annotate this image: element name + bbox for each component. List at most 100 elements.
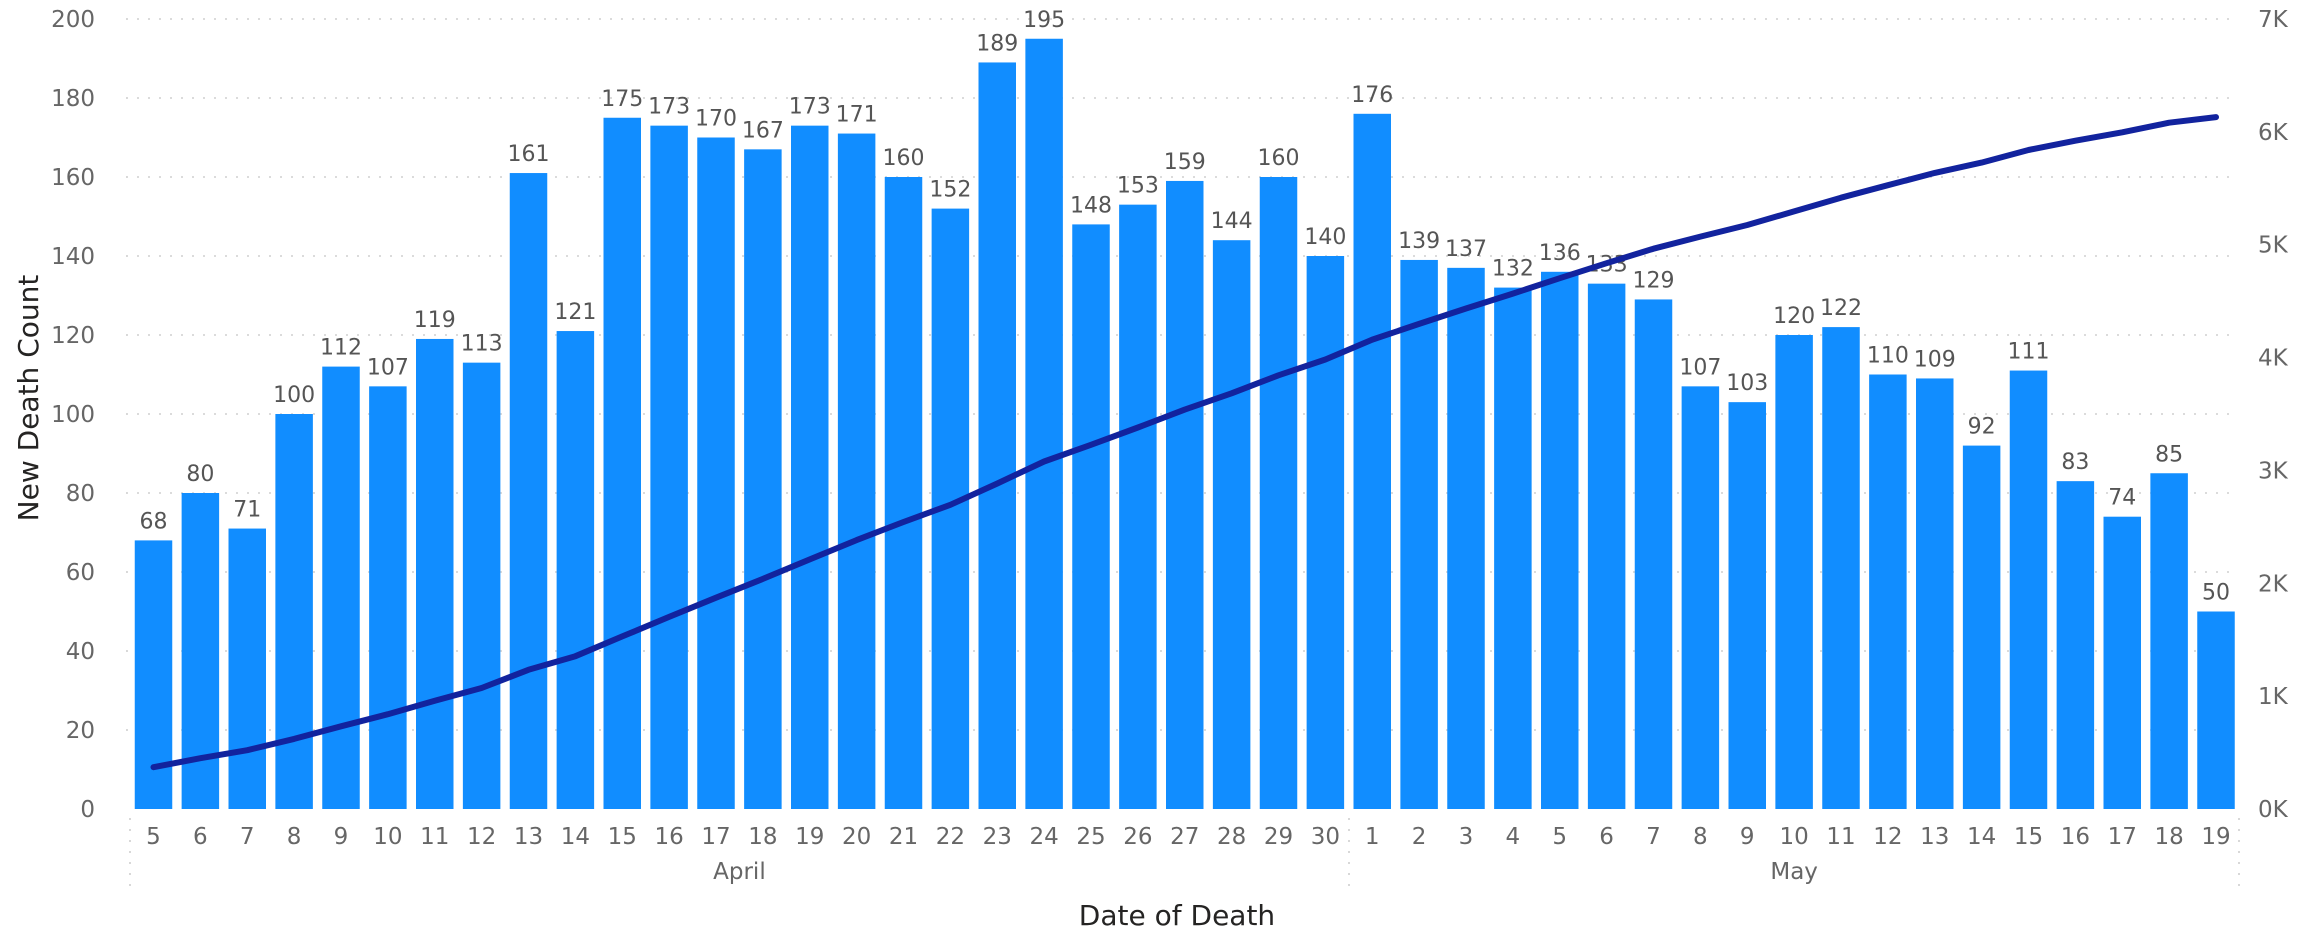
bar <box>650 125 688 809</box>
month-label: May <box>1770 859 1818 885</box>
data-label: 110 <box>1867 344 1909 369</box>
data-label: 119 <box>414 308 456 333</box>
bar <box>1166 180 1204 809</box>
bar <box>369 386 407 809</box>
bar <box>1212 240 1251 809</box>
data-label: 153 <box>1117 174 1159 199</box>
data-label: 80 <box>186 462 214 487</box>
bar <box>2056 481 2095 809</box>
x-tick-label: 9 <box>334 824 349 850</box>
bar <box>1587 283 1626 809</box>
data-label: 120 <box>1773 304 1815 329</box>
x-tick-label: 5 <box>1552 824 1567 850</box>
data-label: 173 <box>789 95 831 120</box>
data-label: 195 <box>1023 8 1065 33</box>
data-label: 160 <box>883 146 925 171</box>
bar <box>322 366 360 809</box>
data-label: 107 <box>1679 355 1721 380</box>
bar <box>1494 287 1532 810</box>
x-tick-label: 17 <box>2108 824 2137 850</box>
bar <box>2103 516 2141 809</box>
bar <box>1447 267 1485 810</box>
x-axis: 5 6 7 8 9 10 11 12 13 14 15 16 17 18 19 20 21 22 23 24 25 26 2… <box>146 824 2230 850</box>
data-label: 159 <box>1164 150 1206 175</box>
data-label: 139 <box>1398 229 1440 254</box>
x-tick-label: 5 <box>146 824 161 850</box>
bar <box>1962 445 2001 809</box>
y-tick-label: 200 <box>51 7 95 33</box>
bar <box>744 149 782 810</box>
data-label: 140 <box>1304 225 1346 250</box>
y2-tick-label: 5K <box>2258 233 2289 259</box>
x-tick-label: 10 <box>1779 824 1808 850</box>
x-tick-label: 4 <box>1506 824 1521 850</box>
x-axis-title: Date of Death <box>1079 899 1275 930</box>
bar <box>1822 327 1860 809</box>
data-label: 137 <box>1445 237 1487 262</box>
x-tick-label: 8 <box>287 824 302 850</box>
x-tick-label: 30 <box>1311 824 1340 850</box>
y-tick-label: 100 <box>51 402 95 428</box>
data-label: 132 <box>1492 257 1534 282</box>
bar <box>603 117 641 809</box>
y-tick-label: 80 <box>66 481 95 507</box>
x-tick-label: 16 <box>654 824 683 850</box>
y2-tick-label: 1K <box>2258 684 2289 710</box>
data-label: 68 <box>140 509 168 534</box>
bar <box>1400 259 1438 809</box>
x-tick-label: 16 <box>2061 824 2090 850</box>
bar <box>697 137 735 809</box>
x-tick-label: 20 <box>842 824 871 850</box>
x-tick-label: 14 <box>1967 824 1996 850</box>
bar <box>1541 271 1579 809</box>
y2-tick-label: 7K <box>2258 7 2289 33</box>
x-tick-label: 6 <box>193 824 208 850</box>
data-label: 160 <box>1258 146 1300 171</box>
bar <box>1916 378 1954 809</box>
data-label: 103 <box>1726 371 1768 396</box>
data-label: 148 <box>1070 193 1112 218</box>
bar <box>2009 370 2048 809</box>
y-tick-label: 180 <box>51 86 95 112</box>
x-tick-label: 11 <box>1826 824 1855 850</box>
bar-series <box>134 38 2235 810</box>
bar <box>1634 299 1673 809</box>
month-label: April <box>713 859 766 885</box>
x-tick-label: 28 <box>1217 824 1246 850</box>
bar <box>1119 204 1157 809</box>
data-label: 74 <box>2108 486 2136 511</box>
y-axis-title: New Death Count <box>12 275 45 522</box>
data-label: 112 <box>320 336 362 361</box>
bar <box>2150 473 2188 809</box>
x-tick-label: 18 <box>748 824 777 850</box>
data-label: 161 <box>508 142 550 167</box>
x-tick-label: 18 <box>2154 824 2183 850</box>
y-tick-label: 160 <box>51 165 95 191</box>
line-series <box>150 114 2219 771</box>
data-label: 92 <box>1968 415 1996 440</box>
x-tick-label: 10 <box>373 824 402 850</box>
x-tick-label: 21 <box>889 824 918 850</box>
x-tick-label: 15 <box>608 824 637 850</box>
y-tick-label: 120 <box>51 323 95 349</box>
data-label: 122 <box>1820 296 1862 321</box>
data-label: 144 <box>1211 209 1253 234</box>
y-tick-label: 20 <box>66 718 95 744</box>
bar <box>884 177 923 809</box>
data-label: 50 <box>2202 581 2230 606</box>
data-label: 176 <box>1351 83 1393 108</box>
y2-tick-label: 0K <box>2258 797 2289 823</box>
data-label: 136 <box>1539 241 1581 266</box>
data-label: 173 <box>648 95 690 120</box>
data-label: 111 <box>2008 340 2050 365</box>
y-tick-label: 0 <box>80 797 95 823</box>
x-tick-label: 12 <box>467 824 496 850</box>
bar <box>1072 224 1110 809</box>
x-tick-label: 24 <box>1029 824 1058 850</box>
bar <box>837 133 876 810</box>
x-tick-label: 19 <box>795 824 824 850</box>
x-tick-label: 14 <box>561 824 590 850</box>
bar <box>275 414 313 809</box>
data-label: 175 <box>601 87 643 112</box>
